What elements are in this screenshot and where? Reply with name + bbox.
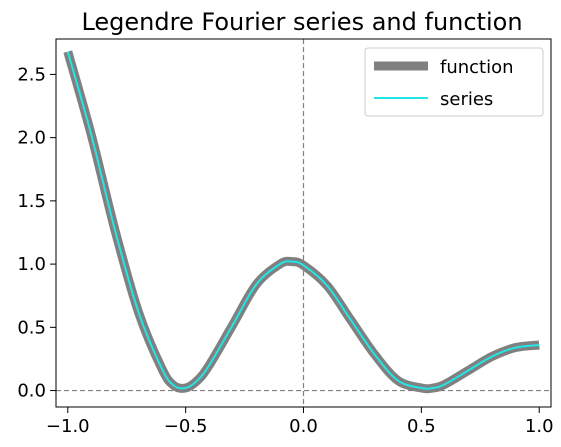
y-tick-label: 1.5 (17, 191, 46, 212)
y-tick-label: 2.0 (17, 128, 46, 149)
x-tick-label: 0.0 (289, 416, 318, 437)
legend-label-function: function (440, 57, 514, 78)
legend-label-series: series (440, 89, 493, 110)
legend: function series (365, 48, 543, 116)
x-tick-label: −1.0 (46, 416, 90, 437)
y-tick-label: 0.0 (17, 381, 46, 402)
x-tick-label: 1.0 (525, 416, 554, 437)
x-tick-label: 0.5 (407, 416, 436, 437)
y-tick-label: 1.0 (17, 254, 46, 275)
axis-ticks: −1.0 −0.5 0.0 0.5 1.0 0.0 0.5 1.0 1.5 2.0 2.5 (17, 64, 553, 437)
y-tick-label: 0.5 (17, 317, 46, 338)
chart-title: Legendre Fourier series and function (81, 8, 522, 36)
x-tick-label: −0.5 (164, 416, 208, 437)
y-tick-label: 2.5 (17, 64, 46, 85)
